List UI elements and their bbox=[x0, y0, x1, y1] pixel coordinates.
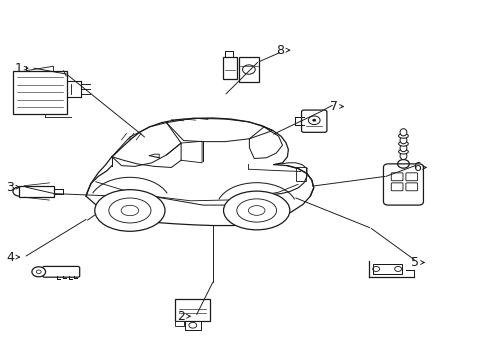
Bar bbox=[238, 57, 259, 82]
Ellipse shape bbox=[223, 191, 289, 230]
Ellipse shape bbox=[399, 136, 406, 144]
Bar bbox=[13, 71, 66, 114]
Bar bbox=[175, 299, 210, 320]
Text: 4: 4 bbox=[6, 251, 14, 264]
Ellipse shape bbox=[399, 144, 406, 152]
Text: 8: 8 bbox=[276, 44, 284, 57]
Ellipse shape bbox=[399, 129, 406, 136]
Bar bbox=[184, 320, 200, 329]
FancyBboxPatch shape bbox=[42, 266, 80, 277]
Text: 6: 6 bbox=[412, 161, 420, 174]
Text: 1: 1 bbox=[15, 62, 22, 75]
Ellipse shape bbox=[398, 134, 407, 138]
Text: 7: 7 bbox=[329, 100, 337, 113]
Ellipse shape bbox=[95, 190, 164, 231]
Bar bbox=[295, 167, 306, 181]
Circle shape bbox=[312, 119, 316, 122]
Bar bbox=[175, 320, 183, 326]
Bar bbox=[222, 57, 237, 79]
Circle shape bbox=[36, 270, 41, 274]
Bar bbox=[19, 186, 54, 197]
Circle shape bbox=[32, 267, 45, 277]
FancyBboxPatch shape bbox=[301, 110, 326, 132]
Text: 5: 5 bbox=[410, 256, 418, 269]
Text: 3: 3 bbox=[6, 181, 14, 194]
Ellipse shape bbox=[398, 149, 407, 154]
Ellipse shape bbox=[398, 141, 407, 146]
FancyBboxPatch shape bbox=[383, 164, 423, 205]
Ellipse shape bbox=[399, 152, 406, 159]
Text: 2: 2 bbox=[177, 310, 184, 323]
Bar bbox=[372, 264, 401, 274]
